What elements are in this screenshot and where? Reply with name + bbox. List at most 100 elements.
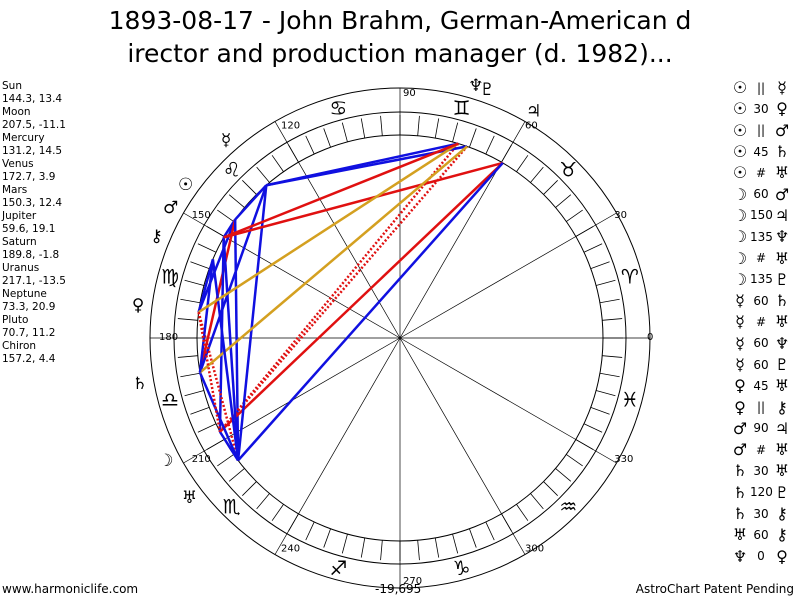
planet-glyph-uranus: ♅ bbox=[182, 488, 197, 508]
title-line-1: 1893-08-17 - John Brahm, German-American… bbox=[108, 6, 692, 35]
zodiac-sign-glyph: ♍ bbox=[161, 264, 179, 288]
aspect-planet-b: ♆ bbox=[774, 333, 790, 353]
zodiac-sign-glyph: ♐ bbox=[329, 556, 347, 580]
aspect-planet-b: ♅ bbox=[774, 440, 790, 460]
aspect-chord bbox=[211, 259, 240, 461]
degree-tick bbox=[599, 298, 620, 304]
aspect-planet-a: ☉ bbox=[732, 163, 748, 183]
aspect-planet-b: ♄ bbox=[774, 142, 790, 162]
aspect-symbol: 150 bbox=[750, 208, 773, 223]
planet-coords-uranus: 217.1, -13.5 bbox=[2, 275, 66, 287]
degree-tick bbox=[190, 407, 210, 415]
planet-coords-neptune: 73.3, 20.9 bbox=[2, 301, 56, 313]
footer-value: -19,695 bbox=[375, 582, 422, 596]
aspect-planet-b: ♅ bbox=[774, 312, 790, 332]
aspect-chord bbox=[223, 142, 459, 239]
planet-glyph-jupiter: ♃ bbox=[526, 101, 541, 121]
footer-patent: AstroChart Patent Pending bbox=[635, 582, 794, 596]
title-line-2: irector and production manager (d. 1982)… bbox=[127, 39, 673, 68]
zodiac-sign-glyph: ♊ bbox=[453, 96, 471, 120]
aspect-chord bbox=[218, 145, 469, 433]
house-spoke bbox=[399, 212, 617, 339]
aspect-planet-a: ♆ bbox=[732, 546, 748, 566]
degree-tick bbox=[516, 155, 529, 172]
zodiac-sign-glyph: ♎ bbox=[161, 388, 179, 412]
footer-website: www.harmoniclife.com bbox=[2, 582, 139, 596]
degree-tick bbox=[271, 155, 284, 172]
aspect-row: ♀ 45 ♅ bbox=[730, 375, 792, 396]
aspect-chord bbox=[199, 145, 468, 374]
planet-glyph-pluto: ♇ bbox=[480, 80, 495, 100]
aspect-symbol: 60 bbox=[753, 187, 769, 202]
degree-tick bbox=[305, 135, 315, 155]
aspect-planet-b: ♅ bbox=[774, 248, 790, 268]
aspect-planet-b: ♇ bbox=[774, 482, 790, 502]
degree-tick bbox=[543, 180, 558, 195]
degree-tick bbox=[485, 521, 495, 541]
planet-coords-jupiter: 59.6, 19.1 bbox=[2, 223, 56, 235]
aspect-chord bbox=[197, 142, 460, 314]
aspect-symbol: 90 bbox=[753, 421, 769, 436]
planet-glyph-neptune: ♆ bbox=[468, 76, 483, 96]
degree-tick bbox=[417, 540, 420, 561]
degree-tick bbox=[469, 128, 477, 148]
degree-tick bbox=[184, 279, 205, 286]
aspect-chord bbox=[198, 372, 240, 461]
aspect-chord bbox=[234, 184, 268, 221]
zodiac-sign-glyph: ♌ bbox=[223, 158, 241, 182]
aspect-row: ♄ 120 ♇ bbox=[730, 482, 792, 503]
aspect-chord bbox=[197, 311, 222, 432]
aspect-lines bbox=[197, 142, 504, 462]
aspect-planet-b: ♅ bbox=[774, 461, 790, 481]
degree-tick bbox=[256, 166, 270, 183]
aspect-symbol: # bbox=[755, 165, 767, 180]
aspect-row: ☽ # ♅ bbox=[730, 247, 792, 268]
degree-label: 180 bbox=[159, 332, 178, 343]
aspect-symbol: # bbox=[755, 314, 767, 329]
aspect-symbol: 60 bbox=[753, 527, 769, 542]
degree-tick bbox=[583, 243, 603, 253]
degree-tick bbox=[590, 407, 610, 415]
degree-tick bbox=[256, 493, 270, 510]
aspect-planet-a: ☉ bbox=[732, 142, 748, 162]
aspect-planet-b: ♄ bbox=[774, 291, 790, 311]
aspect-planet-b: ⚷ bbox=[776, 397, 788, 417]
zodiac-sign-glyph: ♓ bbox=[621, 388, 639, 412]
aspect-row: ♂ 90 ♃ bbox=[730, 418, 792, 439]
aspect-row: ♂ # ♅ bbox=[730, 439, 792, 460]
house-spoke bbox=[399, 337, 617, 464]
aspect-planet-b: ♀ bbox=[776, 546, 788, 566]
degree-tick bbox=[434, 118, 440, 139]
aspect-symbol: || bbox=[756, 123, 766, 138]
aspect-row: ☿ 60 ♆ bbox=[730, 333, 792, 354]
degree-tick bbox=[305, 521, 315, 541]
degree-tick bbox=[180, 298, 201, 304]
aspect-symbol: 30 bbox=[753, 506, 769, 521]
degree-label: 300 bbox=[525, 543, 544, 554]
degree-tick bbox=[566, 454, 583, 467]
degree-label: 120 bbox=[281, 121, 300, 132]
aspect-row: ☉ || ☿ bbox=[730, 77, 792, 98]
aspect-row: ♆ 0 ♀ bbox=[730, 546, 792, 567]
aspect-chord bbox=[223, 161, 504, 239]
aspect-row: ☉ 30 ♀ bbox=[730, 98, 792, 119]
aspect-planet-b: ♅ bbox=[774, 163, 790, 183]
degree-tick bbox=[555, 194, 572, 208]
planet-name-mercury: Mercury bbox=[2, 132, 45, 144]
aspect-chord bbox=[198, 184, 268, 373]
degree-label: 270 bbox=[403, 576, 422, 587]
aspect-planet-b: ⚷ bbox=[776, 504, 788, 524]
house-spoke bbox=[399, 121, 526, 339]
planet-coords-pluto: 70.7, 11.2 bbox=[2, 327, 56, 339]
aspect-planet-a: ☿ bbox=[735, 312, 745, 332]
aspect-planet-b: ☿ bbox=[777, 78, 787, 98]
degree-tick bbox=[595, 390, 616, 397]
planet-coords-chiron: 157.2, 4.4 bbox=[2, 353, 56, 365]
degree-tick bbox=[184, 390, 205, 397]
aspect-planet-b: ♂ bbox=[774, 120, 790, 140]
aspect-row: ♅ 60 ⚷ bbox=[730, 524, 792, 545]
aspect-list: ☉ || ☿ ☉ 30 ♀ ☉ || ♂ ☉ 45 ♄ ☉ # ♅ ☽ 60 ♂ ☽ 150 ♃ ☽ 135 ♆ ☽ # ♅ ☽ 135… bbox=[730, 77, 792, 567]
aspect-symbol: # bbox=[755, 251, 767, 266]
aspect-chord bbox=[219, 162, 504, 433]
